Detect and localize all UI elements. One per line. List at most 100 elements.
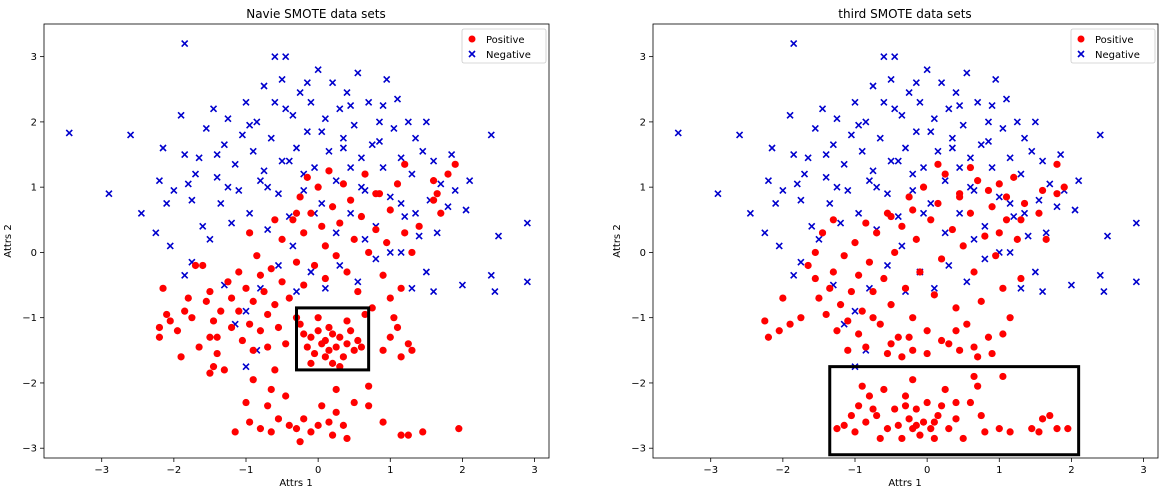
right-positive-point [880, 274, 888, 283]
right-negative-point [891, 53, 899, 61]
right-negative-point [894, 212, 902, 221]
left-negative-point [256, 177, 264, 185]
right-y-tick-label: −3 [631, 444, 646, 455]
right-negative-point [1042, 229, 1050, 237]
right-axis-ticks: −3 −2 −1 0 1 2 3 −3 −2 −1 0 1 2 3 [631, 52, 1147, 476]
left-positive-point [224, 278, 232, 286]
left-y-tick-label: −1 [22, 313, 37, 324]
left-positive-point [249, 376, 257, 384]
right-positive-point [984, 186, 993, 195]
left-negative-point [379, 164, 387, 172]
right-negative-point [880, 98, 888, 106]
left-positive-point [292, 258, 301, 266]
left-positive-point [213, 333, 221, 341]
left-positive-point [404, 431, 412, 439]
left-positive-point [206, 369, 214, 377]
right-positive-point [1017, 216, 1025, 224]
left-positive-point [451, 160, 459, 168]
left-positive-point [433, 190, 441, 198]
left-negative-point [448, 150, 456, 159]
left-negative-point [292, 144, 301, 152]
right-positive-point [869, 405, 877, 413]
right-positive-point [927, 216, 935, 224]
left-x-tick-label: 0 [315, 465, 321, 476]
left-positive-point [357, 212, 366, 221]
right-negative-point [1028, 147, 1036, 155]
left-negative-point [278, 75, 286, 84]
right-negative-point [714, 190, 722, 198]
right-positive-point [858, 382, 866, 390]
left-negative-point [397, 154, 405, 162]
left-y-axis-label: Attrs 2 [3, 224, 14, 257]
right-positive-point [779, 294, 787, 302]
left-positive-point [339, 180, 347, 188]
left-positive-point [191, 261, 200, 270]
right-negative-point [797, 258, 805, 266]
left-negative-point [217, 199, 225, 208]
left-negative-point [437, 180, 445, 188]
right-negative-point [959, 121, 967, 129]
right-positive-point [811, 248, 819, 257]
left-negative-point [401, 212, 409, 221]
right-negative-point [800, 170, 809, 178]
left-negative-point [354, 69, 362, 77]
right-negative-point [876, 134, 884, 142]
right-positive-point [876, 320, 884, 328]
right-negative-point [1096, 271, 1104, 279]
left-negative-point [339, 134, 347, 142]
left-negative-point [404, 118, 412, 126]
right-y-tick-label: 1 [640, 183, 646, 194]
left-negative-point [264, 183, 272, 191]
left-negative-point [397, 199, 405, 208]
left-legend-frame [461, 28, 547, 64]
left-positive-point [314, 327, 322, 335]
right-positive-point [919, 418, 928, 426]
left-positive-point [325, 323, 333, 332]
left-negative-point [188, 196, 196, 204]
right-negative-point [948, 144, 956, 152]
right-positive-point [887, 340, 895, 348]
left-positive-point [155, 323, 164, 332]
right-positive-point [977, 411, 985, 420]
left-negative-point [159, 144, 167, 152]
right-positive-point [1006, 314, 1014, 322]
left-negative-point [181, 150, 189, 159]
right-positive-point [811, 274, 819, 283]
right-positive-point [934, 160, 942, 168]
left-negative-point [137, 209, 145, 217]
left-positive-point [365, 382, 373, 390]
left-positive-point [314, 183, 322, 191]
left-positive-point [242, 398, 250, 407]
left-positive-point [404, 340, 412, 348]
right-positive-point [786, 320, 794, 328]
right-positive-point [966, 209, 975, 217]
left-positive-point [368, 304, 376, 312]
right-negative-point [851, 307, 859, 315]
left-positive-point [296, 193, 304, 201]
left-negative-point [289, 111, 297, 119]
left-positive-point [336, 219, 344, 227]
right-negative-point [786, 111, 794, 119]
left-negative-point [347, 209, 355, 217]
left-positive-point [361, 170, 369, 178]
left-negative-point [224, 183, 232, 191]
right-negative-point [1053, 203, 1061, 211]
right-positive-point [923, 398, 931, 407]
left-positive-point [332, 343, 340, 351]
right-negative-point [930, 284, 938, 292]
left-positive-point [155, 333, 164, 341]
right-negative-point [746, 209, 754, 217]
left-positive-point [321, 353, 329, 361]
right-positive-point [865, 258, 874, 266]
left-positive-point [173, 327, 182, 335]
left-legend: Positive Negative [461, 28, 547, 64]
left-negative-point [343, 88, 351, 97]
left-positive-point [264, 310, 272, 319]
left-chart-panel: Navie SMOTE data sets −3 −2 −1 0 1 2 3 −3 −2 −1 0 1… [3, 7, 550, 489]
right-negative-point [887, 75, 895, 84]
right-positive-point [937, 255, 946, 263]
left-y-tick-label: 0 [31, 248, 37, 259]
left-positive-point [379, 418, 387, 426]
right-x-axis-label: Attrs 1 [888, 478, 921, 489]
left-axis-ticks: −3 −2 −1 0 1 2 3 −3 −2 −1 0 1 2 3 [22, 52, 538, 476]
